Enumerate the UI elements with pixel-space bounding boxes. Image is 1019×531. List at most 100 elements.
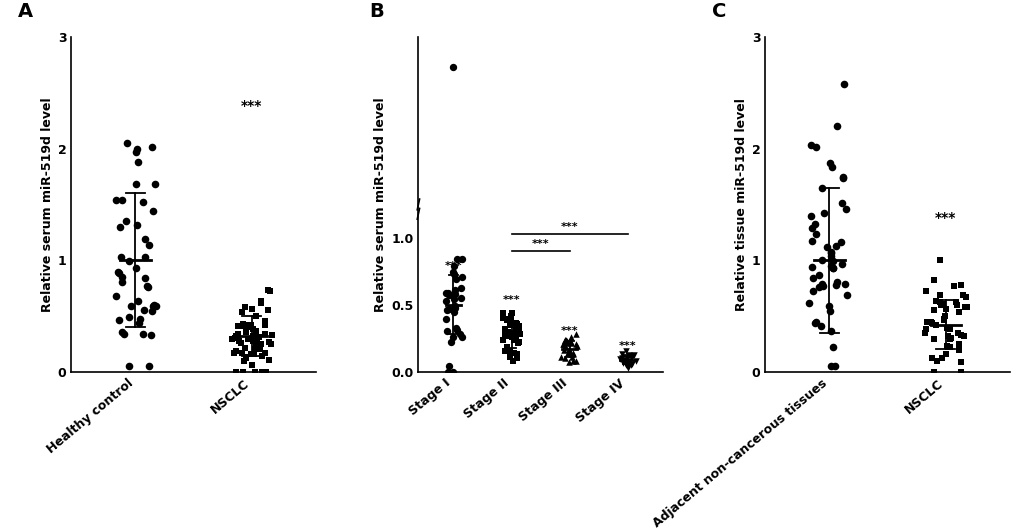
- Point: [807, 318, 823, 327]
- Point: [235, 322, 252, 330]
- Point: [552, 353, 569, 362]
- Point: [233, 348, 250, 357]
- Point: [495, 336, 512, 345]
- Point: [836, 80, 852, 88]
- Y-axis label: Relative serum miR-519d level: Relative serum miR-519d level: [374, 97, 387, 312]
- Point: [837, 280, 853, 288]
- Point: [245, 361, 261, 369]
- Point: [818, 242, 835, 251]
- Point: [246, 349, 262, 358]
- Point: [127, 147, 144, 156]
- Point: [110, 269, 126, 277]
- Point: [130, 297, 147, 305]
- Point: [251, 333, 267, 341]
- Point: [494, 313, 511, 322]
- Point: [504, 356, 521, 365]
- Point: [618, 361, 634, 369]
- Point: [828, 121, 845, 130]
- Point: [924, 335, 941, 344]
- Point: [252, 345, 268, 353]
- Point: [562, 353, 579, 361]
- Point: [247, 345, 263, 353]
- Point: [560, 345, 577, 353]
- Point: [822, 252, 839, 260]
- Point: [924, 306, 941, 314]
- Point: [263, 339, 279, 348]
- Point: [957, 293, 973, 302]
- Point: [623, 361, 639, 369]
- Point: [821, 307, 838, 315]
- Text: B: B: [369, 2, 384, 21]
- Point: [437, 297, 453, 305]
- Point: [118, 217, 135, 226]
- Point: [505, 336, 522, 345]
- Point: [504, 329, 521, 338]
- Point: [127, 179, 144, 188]
- Point: [620, 360, 636, 369]
- Point: [137, 253, 153, 262]
- Point: [954, 290, 970, 299]
- Point: [958, 303, 974, 312]
- Point: [822, 248, 839, 256]
- Point: [556, 342, 573, 350]
- Point: [824, 263, 841, 272]
- Point: [565, 356, 581, 365]
- Point: [128, 220, 145, 229]
- Text: ***: ***: [444, 261, 462, 271]
- Point: [511, 330, 527, 339]
- Point: [837, 204, 853, 213]
- Point: [228, 347, 245, 355]
- Point: [498, 315, 515, 323]
- Point: [620, 351, 636, 359]
- Point: [814, 282, 830, 290]
- Point: [119, 139, 136, 148]
- Point: [936, 312, 953, 320]
- Text: ***: ***: [619, 341, 636, 351]
- Point: [623, 352, 639, 361]
- Point: [616, 357, 633, 365]
- Point: [508, 353, 525, 362]
- Point: [144, 143, 160, 151]
- Point: [145, 302, 161, 311]
- Point: [950, 307, 966, 316]
- Point: [450, 329, 467, 338]
- Point: [239, 335, 256, 344]
- Point: [934, 299, 951, 308]
- Point: [243, 350, 259, 358]
- Point: [237, 353, 254, 362]
- Point: [819, 302, 836, 310]
- Point: [257, 321, 273, 329]
- Point: [921, 318, 937, 326]
- Point: [496, 331, 513, 339]
- Point: [440, 362, 457, 370]
- Point: [502, 314, 519, 323]
- Point: [556, 336, 573, 345]
- Text: ***: ***: [560, 222, 578, 232]
- Point: [445, 261, 462, 270]
- Point: [833, 260, 849, 268]
- Text: A: A: [17, 2, 33, 21]
- Point: [139, 281, 155, 290]
- Point: [260, 356, 276, 364]
- Point: [931, 291, 948, 299]
- Point: [114, 278, 130, 286]
- Point: [807, 230, 823, 238]
- Point: [233, 308, 250, 316]
- Point: [933, 354, 950, 362]
- Point: [226, 333, 243, 342]
- Point: [838, 290, 854, 299]
- Point: [260, 286, 276, 294]
- Point: [498, 343, 515, 352]
- Point: [445, 307, 462, 316]
- Point: [562, 332, 579, 341]
- Point: [245, 337, 261, 346]
- Point: [952, 358, 968, 366]
- Point: [935, 315, 952, 323]
- Point: [806, 319, 822, 328]
- Point: [555, 340, 572, 348]
- Point: [110, 315, 126, 324]
- Point: [620, 364, 636, 373]
- Point: [497, 347, 514, 355]
- Point: [257, 330, 273, 338]
- Point: [503, 333, 520, 341]
